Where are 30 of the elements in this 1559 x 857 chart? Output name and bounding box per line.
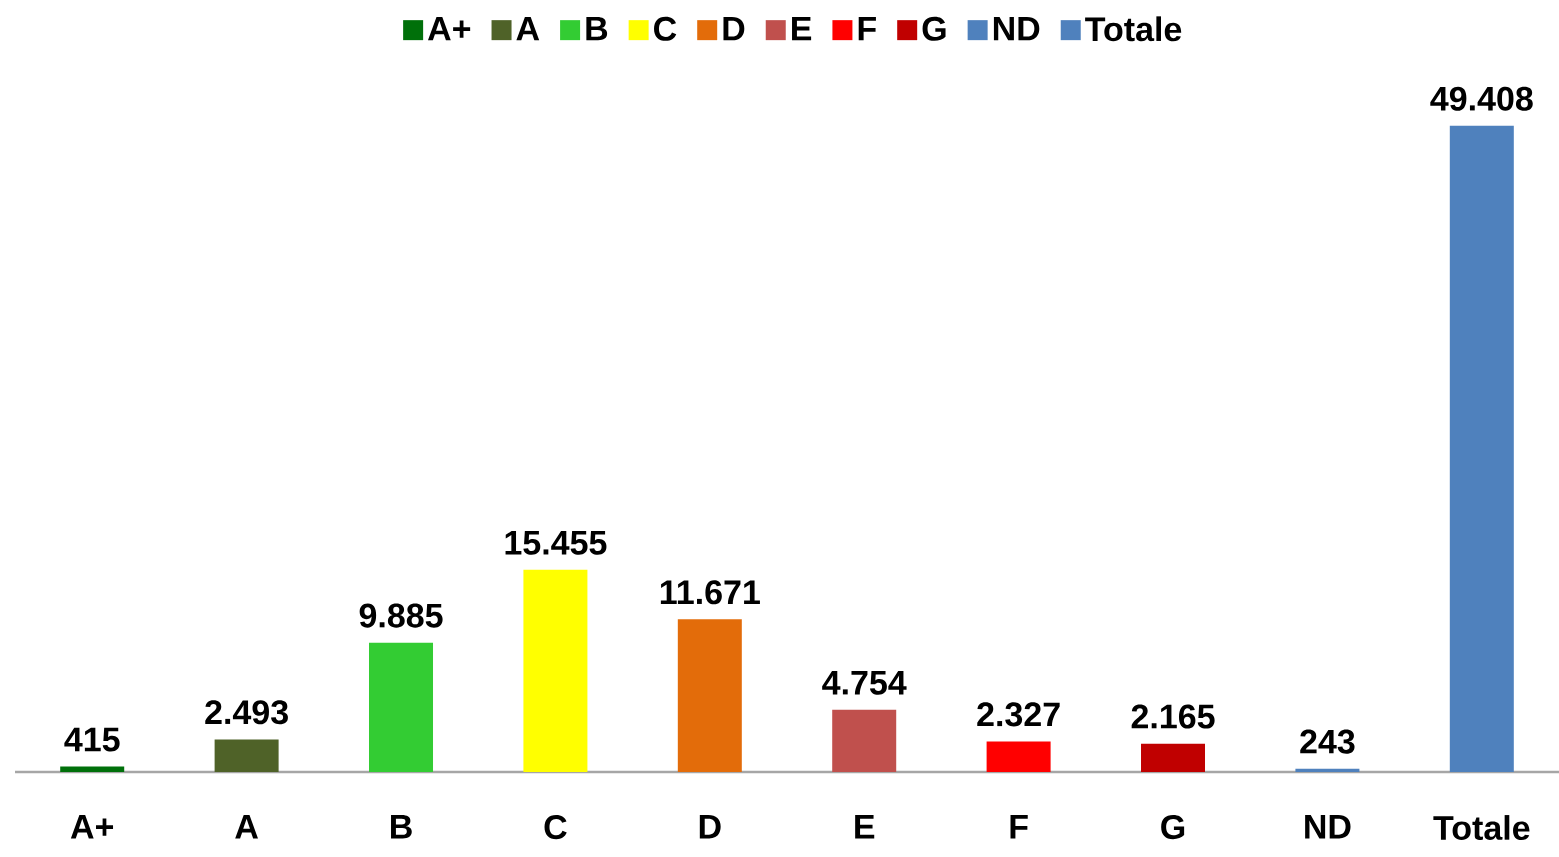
legend-label: A+ [427, 16, 471, 41]
x-tick-label: ND [1305, 815, 1351, 839]
x-tick-label: B [391, 815, 412, 839]
x-tick-label: A+ [70, 815, 114, 839]
legend-label: A [516, 16, 540, 41]
x-tick-label: G [1161, 815, 1185, 840]
x-tick-label: D [699, 815, 721, 839]
x-tick-label: E [855, 815, 875, 839]
data-label: 49.408 [1430, 86, 1533, 111]
x-tick-label: F [1010, 815, 1028, 839]
data-label: 243 [1300, 729, 1355, 754]
legend-label: Totale [1085, 16, 1182, 42]
legend-label: D [723, 16, 745, 41]
x-tick-label: C [544, 815, 567, 840]
legend-label: C [654, 16, 677, 41]
data-label: 415 [64, 727, 120, 752]
data-label: 4.754 [822, 671, 907, 695]
data-label: 2.493 [205, 700, 288, 725]
legend-label: G [922, 16, 946, 41]
data-label: 2.327 [977, 702, 1060, 727]
x-tick-label: Totale [1433, 815, 1530, 841]
data-label: 11.671 [660, 580, 760, 605]
data-label: 15.455 [505, 531, 607, 555]
legend-label: ND [993, 16, 1040, 41]
data-label: 2.165 [1131, 704, 1215, 729]
legend-label: B [586, 16, 608, 41]
data-label: 9.885 [359, 603, 443, 628]
x-tick-label: A [235, 815, 258, 839]
legend-label: F [858, 16, 876, 41]
legend-label: E [792, 16, 812, 41]
